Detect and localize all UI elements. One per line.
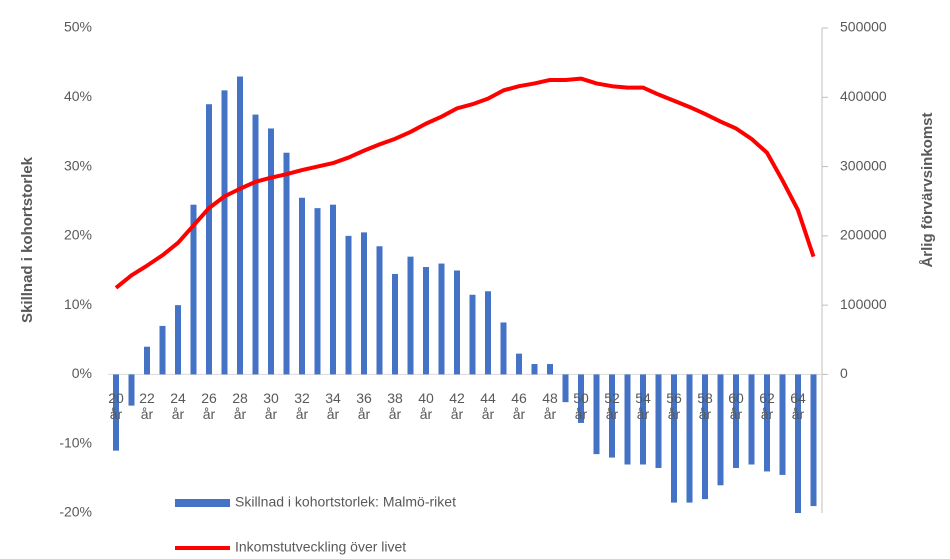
- x-tick-label: 24 år: [170, 390, 186, 423]
- legend-swatch: [175, 499, 230, 507]
- bar: [283, 152, 290, 375]
- x-tick-label: 40 år: [418, 390, 434, 423]
- x-tick-label: 54 år: [635, 390, 651, 423]
- bar: [686, 374, 693, 503]
- bar: [159, 325, 166, 375]
- bar: [531, 364, 538, 375]
- bar: [438, 263, 445, 375]
- bar: [609, 374, 615, 458]
- x-tick-label: 62 år: [759, 390, 775, 423]
- y-tick-label: 40%: [64, 88, 92, 104]
- bar: [314, 208, 321, 375]
- bar: [562, 374, 569, 403]
- y-tick-label: 0%: [72, 365, 92, 381]
- line: [114, 76, 816, 290]
- bar: [671, 374, 677, 503]
- y2-tick-label: 400000: [840, 88, 887, 104]
- bar: [221, 90, 228, 375]
- y-tick-label: 50%: [64, 19, 92, 35]
- y2-tick-label: 200000: [840, 227, 887, 243]
- bar: [702, 374, 708, 500]
- bar: [795, 374, 801, 513]
- bar: [345, 235, 352, 375]
- legend-label: Inkomstutveckling över livet: [235, 539, 406, 555]
- bar: [454, 270, 460, 375]
- bar: [144, 346, 150, 375]
- y-axis-title: Skillnad i kohortstorlek: [19, 156, 36, 323]
- bar: [206, 104, 212, 375]
- x-tick-label: 60 år: [728, 390, 744, 423]
- x-tick-label: 20 år: [108, 390, 124, 423]
- bar: [113, 374, 119, 451]
- x-tick-label: 64 år: [790, 390, 806, 423]
- y2-tick-label: 500000: [840, 19, 887, 35]
- x-tick-label: 38 år: [387, 390, 403, 423]
- x-tick-label: 48 år: [542, 390, 558, 423]
- bar: [779, 374, 786, 475]
- bar: [268, 128, 274, 375]
- bar: [764, 374, 770, 472]
- bar: [640, 374, 646, 465]
- bar: [593, 374, 600, 455]
- x-tick-label: 46 år: [511, 390, 527, 423]
- x-tick-label: 52 år: [604, 390, 620, 423]
- y2-tick-label: 100000: [840, 296, 887, 312]
- bar: [392, 273, 398, 375]
- y2-axis-title: Årlig förvärvsinkomst: [919, 112, 936, 267]
- y-tick-label: 10%: [64, 296, 92, 312]
- bar: [469, 294, 476, 375]
- x-tick-label: 36 år: [356, 390, 372, 423]
- bar: [376, 246, 383, 375]
- x-tick-label: 42 år: [449, 390, 465, 423]
- x-tick-label: 50 år: [573, 390, 589, 423]
- bar: [655, 374, 662, 468]
- x-tick-label: 34 år: [325, 390, 341, 423]
- y2-tick-label: 300000: [840, 157, 887, 173]
- x-tick-label: 58 år: [697, 390, 713, 423]
- bar: [717, 374, 724, 486]
- x-tick-label: 44 år: [480, 390, 496, 423]
- bar: [423, 267, 429, 375]
- bar: [485, 291, 491, 375]
- bar: [516, 353, 522, 375]
- bar: [190, 204, 197, 375]
- y-tick-label: -20%: [59, 504, 92, 520]
- bar: [578, 374, 584, 423]
- x-tick-label: 22 år: [139, 390, 155, 423]
- y2-tick-label: 0: [840, 365, 848, 381]
- bar: [500, 322, 507, 375]
- bar: [733, 374, 739, 468]
- bar: [175, 305, 181, 375]
- y-tick-label: 20%: [64, 227, 92, 243]
- x-tick-label: 30 år: [263, 390, 279, 423]
- x-tick-label: 32 år: [294, 390, 310, 423]
- bar: [299, 197, 305, 375]
- bar: [547, 364, 553, 375]
- bar: [237, 76, 243, 375]
- bar: [624, 374, 631, 465]
- legend-label: Skillnad i kohortstorlek: Malmö-riket: [235, 494, 456, 510]
- bar: [748, 374, 755, 465]
- bar: [128, 374, 135, 406]
- x-tick-label: 26 år: [201, 390, 217, 423]
- bar: [810, 374, 817, 507]
- x-tick-label: 56 år: [666, 390, 682, 423]
- y-tick-label: 30%: [64, 157, 92, 173]
- bar: [407, 256, 414, 375]
- bar: [361, 232, 367, 375]
- x-tick-label: 28 år: [232, 390, 248, 423]
- bar: [330, 204, 336, 375]
- y-tick-label: -10%: [59, 434, 92, 450]
- bar: [252, 114, 259, 375]
